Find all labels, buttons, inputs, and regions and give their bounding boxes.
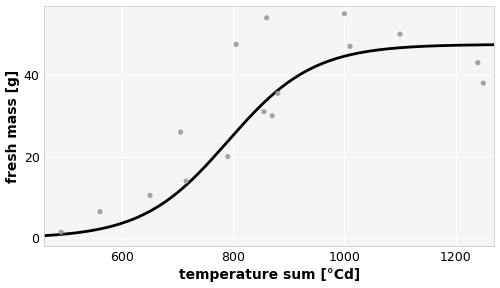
Point	[182, 179, 190, 183]
Point	[57, 230, 65, 234]
Point	[346, 44, 354, 49]
Point	[260, 109, 268, 114]
Point	[232, 42, 240, 47]
Point	[480, 81, 488, 86]
Point	[262, 16, 270, 20]
Point	[176, 130, 184, 134]
Point	[146, 193, 154, 198]
Point	[268, 113, 276, 118]
Point	[474, 60, 482, 65]
Point	[340, 12, 348, 16]
Y-axis label: fresh mass [g]: fresh mass [g]	[6, 69, 20, 183]
X-axis label: temperature sum [°Cd]: temperature sum [°Cd]	[179, 268, 360, 283]
Point	[96, 209, 104, 214]
Point	[396, 32, 404, 37]
Point	[224, 154, 232, 159]
Point	[274, 91, 282, 96]
